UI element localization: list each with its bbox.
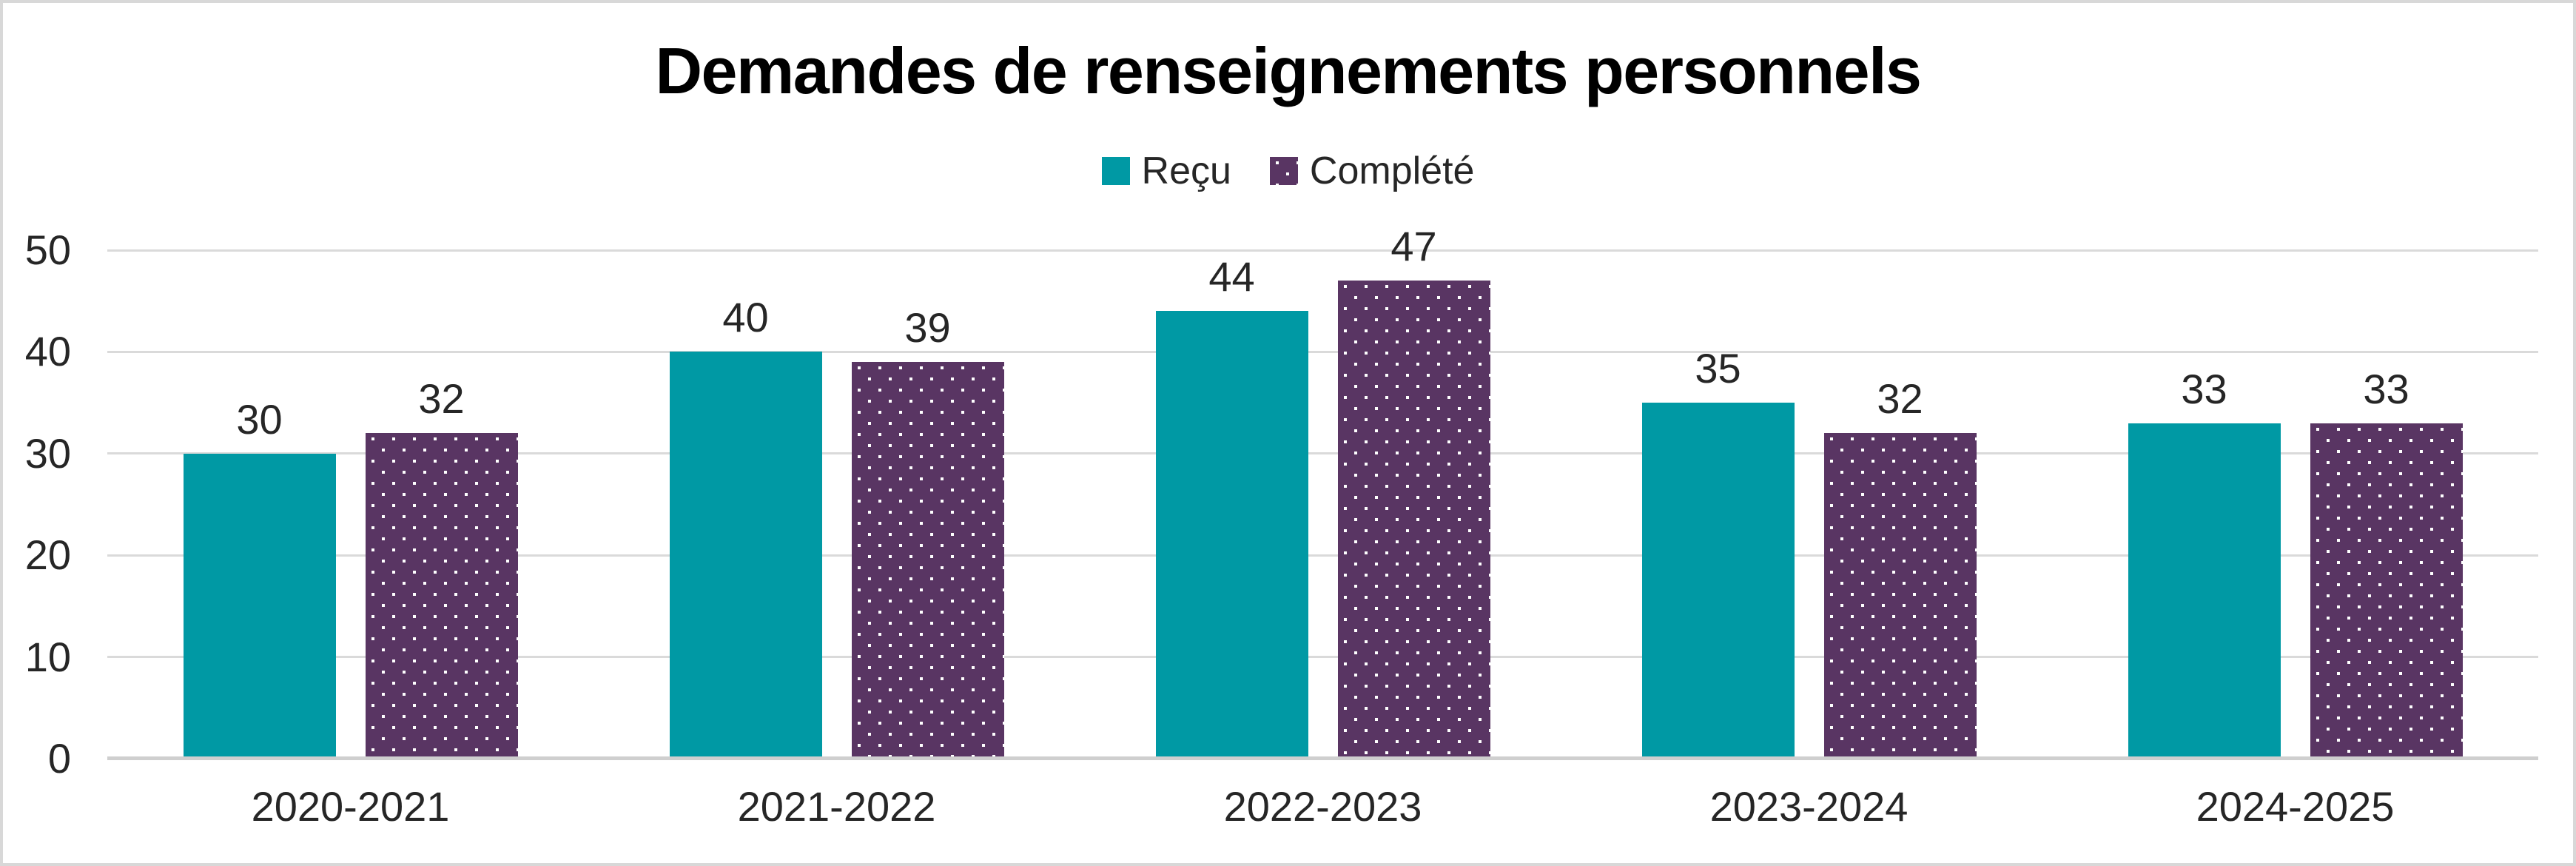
bar-value-label: 32 bbox=[1877, 375, 1923, 423]
gridline bbox=[107, 452, 2538, 455]
bar-complete bbox=[365, 433, 518, 759]
bar-value-label: 47 bbox=[1390, 223, 1437, 270]
bar-complete bbox=[1337, 281, 1490, 759]
bar-group: 30 32 bbox=[107, 250, 593, 759]
bar-recu bbox=[1155, 311, 1308, 759]
bar-value-label: 35 bbox=[1695, 345, 1741, 392]
x-tick-label: 2023-2024 bbox=[1709, 783, 1909, 830]
legend-item-complete: Complété bbox=[1269, 150, 1475, 192]
gridline bbox=[107, 350, 2538, 353]
legend-label-complete: Complété bbox=[1309, 150, 1475, 192]
y-tick-label: 10 bbox=[24, 633, 71, 680]
bar-with-label: 33 bbox=[2310, 365, 2463, 759]
y-tick-label: 50 bbox=[24, 226, 71, 273]
bar-with-label: 35 bbox=[1641, 345, 1795, 759]
legend-item-recu: Reçu bbox=[1101, 150, 1231, 192]
y-axis-labels: 0 10 20 30 40 50 bbox=[3, 226, 71, 782]
y-tick-label: 0 bbox=[47, 735, 71, 782]
x-axis-baseline bbox=[107, 756, 2538, 760]
chart-title: Demandes de renseignements personnels bbox=[655, 34, 1923, 107]
bar-group: 44 47 bbox=[1080, 224, 1566, 759]
bar-with-label: 39 bbox=[851, 304, 1004, 759]
bar-complete bbox=[2310, 423, 2463, 759]
legend-label-recu: Reçu bbox=[1141, 150, 1231, 192]
bar-value-label: 32 bbox=[418, 375, 465, 423]
plot-area: 30 32 40 39 44 47 35 32 33 33 bbox=[107, 224, 2538, 760]
bar-value-label: 44 bbox=[1208, 253, 1255, 301]
bar-group: 33 33 bbox=[2052, 250, 2538, 759]
bar-complete bbox=[851, 362, 1004, 759]
bar-recu bbox=[183, 453, 336, 759]
legend-swatch-recu-icon bbox=[1101, 157, 1130, 185]
bars-container: 30 32 40 39 44 47 35 32 33 33 bbox=[107, 224, 2538, 759]
y-tick-label: 20 bbox=[24, 531, 71, 579]
bar-value-label: 30 bbox=[236, 395, 283, 443]
x-tick-label: 2024-2025 bbox=[2196, 783, 2395, 830]
gridline bbox=[107, 249, 2538, 252]
bar-recu bbox=[1641, 403, 1795, 759]
y-tick-label: 40 bbox=[24, 328, 71, 375]
bar-value-label: 40 bbox=[722, 294, 769, 341]
bar-value-label: 33 bbox=[2363, 365, 2409, 412]
gridline bbox=[107, 656, 2538, 659]
bar-with-label: 32 bbox=[1823, 375, 1977, 759]
bar-with-label: 30 bbox=[183, 395, 336, 759]
bar-with-label: 33 bbox=[2128, 365, 2281, 759]
bar-value-label: 39 bbox=[904, 304, 951, 352]
bar-with-label: 32 bbox=[365, 375, 518, 759]
bar-recu bbox=[669, 352, 822, 759]
x-tick-label: 2021-2022 bbox=[737, 783, 936, 830]
x-axis-labels: 2020-2021 2021-2022 2022-2023 2023-2024 2024… bbox=[107, 777, 2538, 836]
gridline bbox=[107, 554, 2538, 557]
bar-with-label: 40 bbox=[669, 294, 822, 759]
bar-value-label: 33 bbox=[2181, 365, 2227, 412]
bar-with-label: 44 bbox=[1155, 253, 1308, 759]
bar-with-label: 47 bbox=[1337, 223, 1490, 759]
x-tick-label: 2022-2023 bbox=[1223, 783, 1422, 830]
legend-swatch-complete-icon bbox=[1269, 157, 1298, 185]
x-tick-label: 2020-2021 bbox=[251, 783, 450, 830]
bar-group: 35 32 bbox=[1566, 250, 2052, 759]
bar-complete bbox=[1823, 433, 1977, 759]
bar-recu bbox=[2128, 423, 2281, 759]
legend: Reçu Complété bbox=[3, 150, 2573, 192]
y-tick-label: 30 bbox=[24, 429, 71, 477]
bar-group: 40 39 bbox=[593, 250, 1080, 759]
